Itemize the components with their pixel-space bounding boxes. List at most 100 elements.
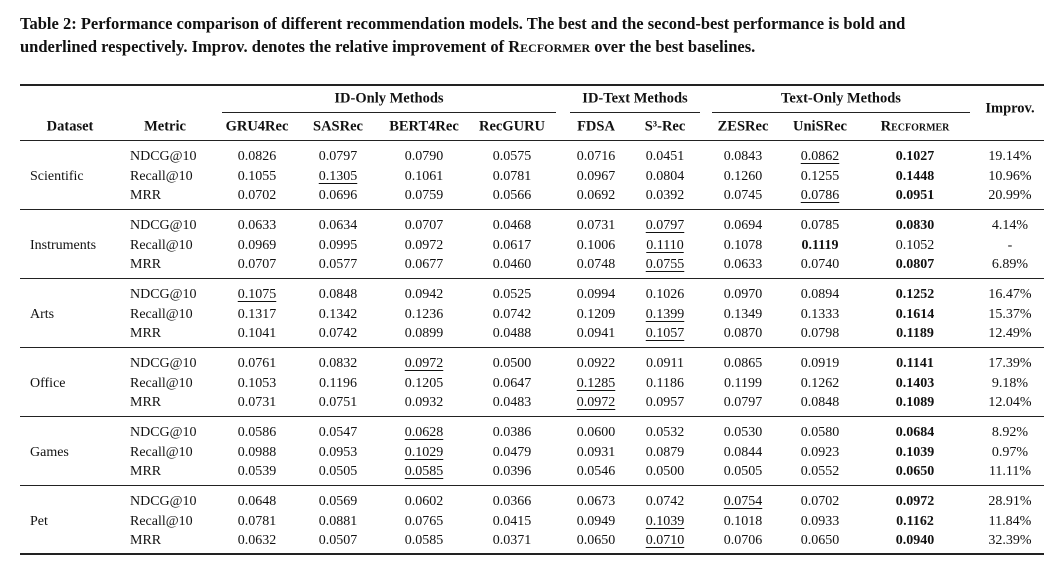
cell-value: 0.0479 — [492, 444, 532, 460]
dataset-label: Instruments — [30, 238, 97, 253]
cell-value: 0.1349 — [723, 306, 763, 322]
cell-value: 0.0552 — [800, 464, 840, 480]
improv-value: 11.11% — [988, 464, 1032, 480]
cell-value: 0.0804 — [645, 168, 685, 184]
rule — [222, 112, 556, 113]
cell-value: 0.0415 — [492, 513, 532, 529]
column-header: ZESRec — [717, 118, 769, 135]
cell-value: 0.0754 — [723, 494, 763, 509]
cell-value: 0.0949 — [576, 513, 616, 529]
cell-value: 0.0707 — [237, 257, 277, 273]
cell-value: 0.0879 — [645, 444, 685, 460]
cell-value: 0.0600 — [576, 425, 616, 440]
cell-value: 0.0745 — [723, 188, 763, 204]
cell-value: 0.0988 — [237, 444, 277, 460]
cell-value: 0.1199 — [724, 375, 762, 391]
cell-value: 0.1448 — [895, 168, 935, 184]
cell-value: 0.0586 — [237, 425, 277, 440]
cell-value: 0.0899 — [404, 326, 444, 342]
improv-value: 20.99% — [988, 188, 1032, 204]
metric-label: MRR — [130, 533, 162, 549]
cell-value: 0.1061 — [404, 168, 444, 184]
cell-value: 0.0972 — [576, 395, 616, 411]
cell-value: 0.0692 — [576, 188, 616, 204]
metric-label: Recall@10 — [130, 513, 193, 529]
cell-value: 0.0941 — [576, 326, 616, 342]
metric-label: Recall@10 — [130, 168, 193, 184]
cell-value: 0.1119 — [801, 237, 839, 253]
cell-value: 0.1255 — [800, 168, 840, 184]
cell-value: 0.1260 — [723, 168, 763, 184]
column-header: FDSA — [577, 118, 615, 135]
cell-value: 0.0922 — [576, 356, 616, 371]
cell-value: 0.0881 — [318, 513, 358, 529]
cell-value: 0.1285 — [576, 375, 616, 391]
cell-value: 0.1162 — [896, 513, 934, 529]
cell-value: 0.0539 — [237, 464, 277, 480]
metric-label: NDCG@10 — [130, 149, 197, 164]
cell-value: 0.0843 — [723, 149, 763, 164]
cell-value: 0.0488 — [492, 326, 532, 342]
cell-value: 0.0870 — [723, 326, 763, 342]
cell-value: 0.0569 — [318, 494, 358, 509]
cell-value: 0.0500 — [492, 356, 532, 371]
cell-value: 0.0911 — [646, 356, 684, 371]
cell-value: 0.1196 — [319, 375, 357, 391]
cell-value: 0.0798 — [800, 326, 840, 342]
metric-label: MRR — [130, 326, 162, 342]
cell-value: 0.1141 — [896, 356, 934, 371]
cell-value: 0.1317 — [237, 306, 277, 322]
cell-value: 0.0933 — [800, 513, 840, 529]
cell-value: 0.0797 — [723, 395, 763, 411]
cell-value: 0.0702 — [800, 494, 840, 509]
cell-value: 0.0844 — [723, 444, 763, 460]
rule — [712, 112, 970, 113]
model-name: Recformer — [508, 37, 591, 56]
cell-value: 0.1110 — [646, 237, 684, 253]
improv-value: 11.84% — [988, 513, 1032, 529]
dataset-label: Scientific — [30, 169, 84, 184]
cell-value: 0.0797 — [318, 149, 358, 164]
column-header: S³-Rec — [644, 118, 686, 135]
cell-value: 0.1039 — [645, 513, 685, 529]
improv-value: 0.97% — [991, 444, 1029, 460]
improv-value: - — [1007, 237, 1013, 253]
rule — [20, 209, 1044, 210]
cell-value: 0.0396 — [492, 464, 532, 480]
cell-value: 0.0951 — [895, 188, 935, 204]
cell-value: 0.0694 — [723, 218, 763, 233]
cell-value: 0.1186 — [646, 375, 684, 391]
improv-value: 17.39% — [988, 356, 1032, 371]
improv-value: 16.47% — [988, 287, 1032, 302]
improv-value: 6.89% — [991, 257, 1029, 273]
metric-label: Recall@10 — [130, 237, 193, 253]
cell-value: 0.1078 — [723, 237, 763, 253]
metric-label: NDCG@10 — [130, 425, 197, 440]
dataset-label: Games — [30, 445, 69, 460]
cell-value: 0.1052 — [895, 237, 935, 253]
metric-label: Recall@10 — [130, 375, 193, 391]
cell-value: 0.0628 — [404, 425, 444, 440]
cell-value: 0.0500 — [645, 464, 685, 480]
cell-value: 0.1236 — [404, 306, 444, 322]
column-header: Recformer — [880, 118, 950, 135]
cell-value: 0.0707 — [404, 218, 444, 233]
cell-value: 0.0505 — [723, 464, 763, 480]
cell-value: 0.0781 — [237, 513, 277, 529]
cell-value: 0.0468 — [492, 218, 532, 233]
improv-value: 32.39% — [988, 533, 1032, 549]
cell-value: 0.0483 — [492, 395, 532, 411]
cell-value: 0.0765 — [404, 513, 444, 529]
cell-value: 0.1055 — [237, 168, 277, 184]
metric-label: MRR — [130, 188, 162, 204]
column-header: GRU4Rec — [225, 118, 289, 135]
cell-value: 0.0942 — [404, 287, 444, 302]
cell-value: 0.1027 — [895, 149, 935, 164]
cell-value: 0.0505 — [318, 464, 358, 480]
metric-label: MRR — [130, 464, 162, 480]
cell-value: 0.0585 — [404, 533, 444, 549]
cell-value: 0.0748 — [576, 257, 616, 273]
cell-value: 0.1089 — [895, 395, 935, 411]
cell-value: 0.1075 — [237, 287, 277, 302]
